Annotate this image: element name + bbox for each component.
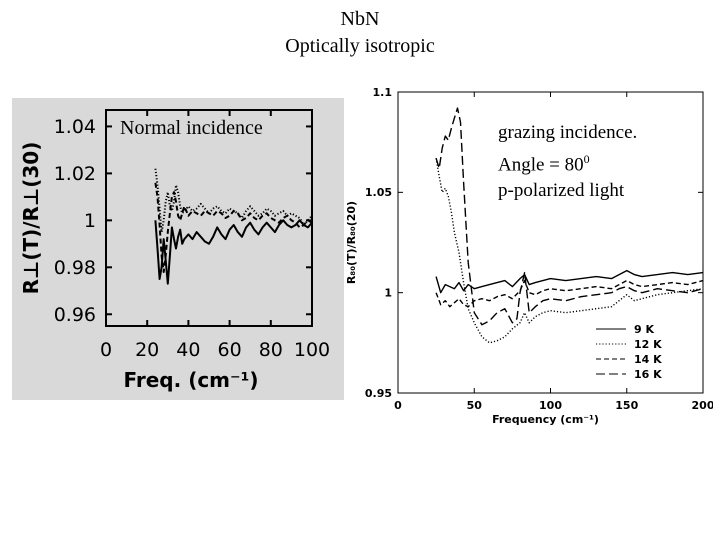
- legend-label-2: 14 K: [634, 353, 662, 366]
- annotation-normal-incidence-text: Normal incidence: [120, 117, 263, 139]
- x-tick-label-0: 40: [176, 339, 200, 361]
- y-tick-label-1: 0.95: [365, 387, 392, 400]
- x-tick-label-1: 50: [467, 399, 483, 412]
- annotation-grazing-line1: grazing incidence.: [498, 122, 638, 143]
- x-tick-label-0: 60: [218, 339, 242, 361]
- chart-normal-incidence: 0 20 40 60 80 100 0.96 0.98 1 1.02 1.04 Freq. (cm⁻¹…: [19, 109, 330, 392]
- annotation-grazing-line3: p-polarized light: [498, 180, 625, 202]
- y-tick-label-0: 1.04: [54, 116, 96, 138]
- series-line-1-3: [435, 107, 704, 326]
- x-tick-label-1: 150: [615, 399, 638, 412]
- chart-grazing-incidence: 0 50 100 150 200 0.95 1 1.05 1.1 Frequency (cm⁻¹)…: [345, 86, 713, 426]
- series-line-1-0: [435, 269, 704, 294]
- annotation-grazing-line2-text: Angle = 80: [498, 154, 584, 176]
- y-tick-label-1: 1.1: [373, 86, 393, 99]
- plot-frame-1: [397, 91, 704, 394]
- slide-subtitle: Optically isotropic: [285, 35, 435, 57]
- y-tick-label-0: 0.98: [54, 257, 96, 279]
- y-tick-label-0: 1.02: [54, 163, 96, 185]
- x-tick-label-1: 0: [394, 399, 402, 412]
- y-tick-label-0: 1: [84, 210, 96, 232]
- y-axis-title-1: R₈₀(T)/R₈₀(20): [345, 201, 358, 284]
- series-line-0-2: [154, 182, 313, 273]
- annotation-grazing-line2: Angle = 800: [498, 146, 637, 178]
- x-axis-title-0: Freq. (cm⁻¹): [124, 368, 259, 392]
- x-tick-label-0: 0: [100, 339, 112, 361]
- y-tick-label-1: 1: [384, 287, 392, 300]
- y-axis-title-0: R⊥(T)/R⊥(30): [19, 142, 43, 295]
- annotation-normal-incidence: Normal incidence: [120, 115, 263, 141]
- y-tick-label-1: 1.05: [365, 186, 392, 199]
- series-line-0-0: [154, 219, 313, 285]
- x-tick-label-0: 20: [135, 339, 159, 361]
- annotation-grazing-incidence: grazing incidence. Angle = 800 p-polariz…: [498, 120, 637, 204]
- x-tick-label-1: 200: [692, 399, 713, 412]
- y-tick-label-0: 0.96: [54, 304, 96, 326]
- legend-label-1: 12 K: [634, 338, 662, 351]
- legend-label-0: 9 K: [634, 323, 654, 336]
- legend-label-3: 16 K: [634, 368, 662, 381]
- x-tick-label-0: 100: [294, 339, 330, 361]
- slide-title-block: NbN Optically isotropic: [0, 6, 720, 60]
- series-line-0-1: [154, 168, 313, 234]
- slide-title: NbN: [340, 8, 380, 30]
- x-tick-label-1: 100: [539, 399, 562, 412]
- plot-frame-0: [105, 109, 313, 327]
- series-line-1-2: [435, 279, 704, 308]
- annotation-grazing-degree-sup: 0: [583, 152, 590, 166]
- left-chart-background: [12, 98, 344, 400]
- x-tick-label-0: 80: [259, 339, 283, 361]
- x-axis-title-1: Frequency (cm⁻¹): [492, 413, 599, 426]
